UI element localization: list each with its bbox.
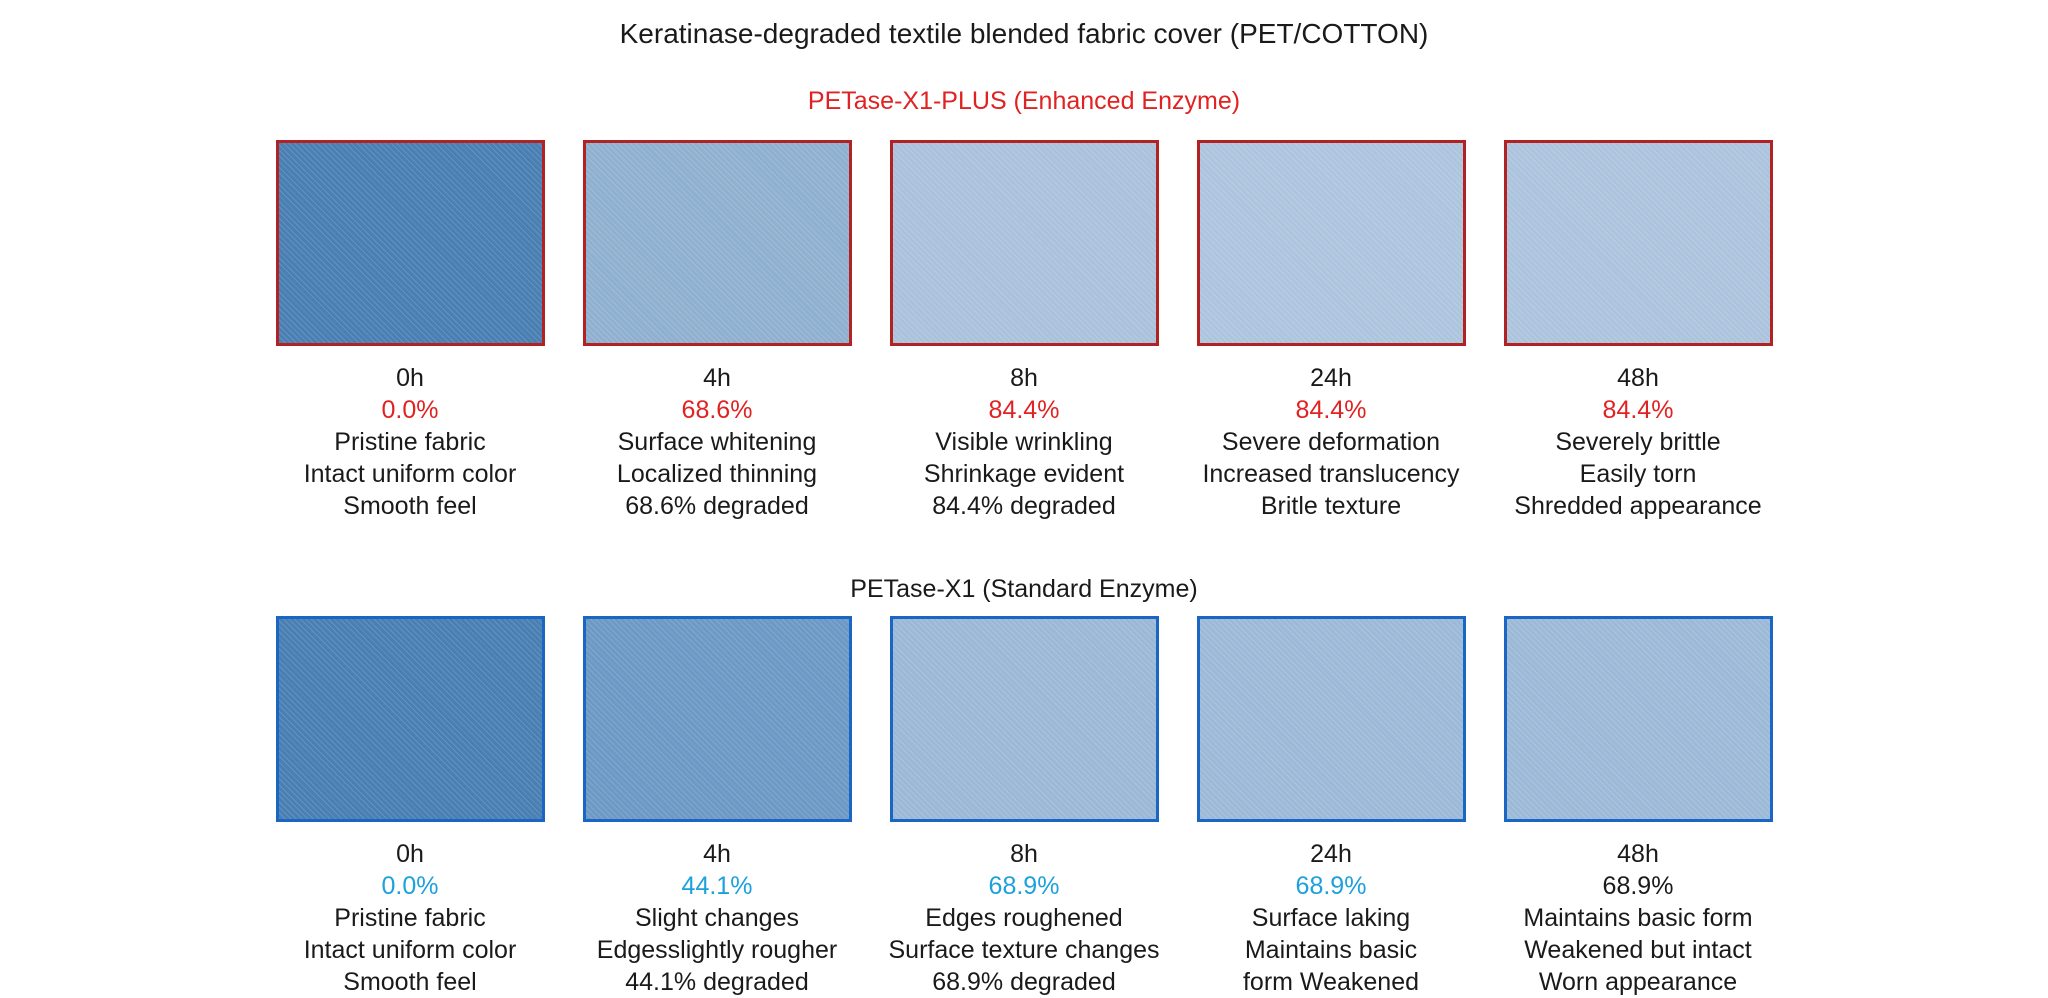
degradation-percent: 84.4% [988,396,1060,424]
degradation-percent: 44.1% [681,872,753,900]
timepoint-label: 8h [1010,364,1038,392]
degradation-percent: 68.9% [1602,872,1674,900]
sample-description-line: Slight changes [634,904,799,932]
sample-description-line: form Weakened [1242,968,1419,996]
sample-description-line: Surface texture changes [888,936,1160,964]
sample-std-8h: 8h 68.9% Edges roughened Surface texture… [888,616,1160,998]
sample-description-line: Britle texture [1260,492,1402,520]
timepoint-label: 4h [703,364,731,392]
sample-description-line: Intact uniform color [303,936,517,964]
sample-description-line: 84.4% degraded [932,492,1116,520]
sample-description-line: Pristine fabric [334,904,486,932]
sample-description-line: 44.1% degraded [625,968,809,996]
sample-description-line: Severe deformation [1221,428,1441,456]
sample-description-line: 68.6% degraded [625,492,809,520]
sample-description-line: Smooth feel [343,968,477,996]
timepoint-label: 48h [1617,364,1659,392]
fabric-swatch-std-24h [1196,616,1466,822]
sample-description-line: Intact uniform color [303,460,517,488]
sample-description-line: Shredded appearance [1514,492,1762,520]
sample-plus-8h: 8h 84.4% Visible wrinkling Shrinkage evi… [889,140,1159,522]
sample-std-24h: 24h 68.9% Surface laking Maintains basic… [1196,616,1466,998]
fabric-swatch-plus-0h [275,140,545,346]
fabric-swatch-std-4h [582,616,852,822]
sample-plus-24h: 24h 84.4% Severe deformation Increased t… [1196,140,1466,522]
fabric-swatch-plus-48h [1503,140,1773,346]
fabric-swatch-plus-24h [1196,140,1466,346]
sample-std-0h: 0h 0.0% Pristine fabric Intact uniform c… [275,616,545,998]
fabric-swatch-std-48h [1503,616,1773,822]
sample-description-line: Shrinkage evident [923,460,1125,488]
degradation-percent: 68.9% [1295,872,1367,900]
degradation-percent: 0.0% [381,872,439,900]
degradation-percent: 68.6% [681,396,753,424]
sample-plus-4h: 4h 68.6% Surface whitening Localized thi… [582,140,852,522]
timepoint-label: 48h [1617,840,1659,868]
sample-description-line: Pristine fabric [334,428,486,456]
timepoint-label: 0h [396,840,424,868]
sample-description-line: Localized thinning [616,460,818,488]
degradation-percent: 68.9% [988,872,1060,900]
degradation-percent: 84.4% [1602,396,1674,424]
section-enhanced-enzyme: PETase-X1-PLUS (Enhanced Enzyme) 0h 0.0%… [0,86,2048,522]
figure-title: Keratinase-degraded textile blended fabr… [619,18,1429,49]
timepoint-label: 8h [1010,840,1038,868]
sample-description-line: Weakened but intact [1524,936,1752,964]
swatch-row-enhanced: 0h 0.0% Pristine fabric Intact uniform c… [0,140,2048,522]
section-standard-header: PETase-X1 (Standard Enzyme) [850,575,1198,603]
fabric-swatch-std-0h [275,616,545,822]
sample-std-48h: 48h 68.9% Maintains basic form Weakened … [1503,616,1773,998]
swatch-row-standard: 0h 0.0% Pristine fabric Intact uniform c… [0,616,2048,998]
sample-description-line: Increased translucency [1202,460,1460,488]
fabric-swatch-plus-4h [582,140,852,346]
timepoint-label: 24h [1310,364,1352,392]
sample-plus-48h: 48h 84.4% Severely brittle Easily torn S… [1503,140,1773,522]
sample-description-line: Severely brittle [1555,428,1721,456]
sample-description-line: Worn appearance [1538,968,1738,996]
sample-description-line: Visible wrinkling [935,428,1113,456]
sample-description-line: Maintains basic form [1523,904,1753,932]
section-enhanced-header: PETase-X1-PLUS (Enhanced Enzyme) [807,87,1241,115]
sample-std-4h: 4h 44.1% Slight changes Edgesslightly ro… [582,616,852,998]
sample-description-line: 68.9% degraded [932,968,1116,996]
timepoint-label: 4h [703,840,731,868]
degradation-percent: 84.4% [1295,396,1367,424]
degradation-percent: 0.0% [381,396,439,424]
sample-plus-0h: 0h 0.0% Pristine fabric Intact uniform c… [275,140,545,522]
section-standard-enzyme: PETase-X1 (Standard Enzyme) 0h 0.0% Pris… [0,574,2048,998]
sample-description-line: Smooth feel [343,492,477,520]
sample-description-line: Edgesslightly rougher [596,936,838,964]
sample-description-line: Surface whitening [617,428,817,456]
fabric-swatch-plus-8h [889,140,1159,346]
sample-description-line: Surface laking [1251,904,1411,932]
fabric-swatch-std-8h [889,616,1159,822]
sample-description-line: Easily torn [1579,460,1697,488]
sample-description-line: Maintains basic [1244,936,1418,964]
sample-description-line: Edges roughened [925,904,1123,932]
timepoint-label: 24h [1310,840,1352,868]
timepoint-label: 0h [396,364,424,392]
